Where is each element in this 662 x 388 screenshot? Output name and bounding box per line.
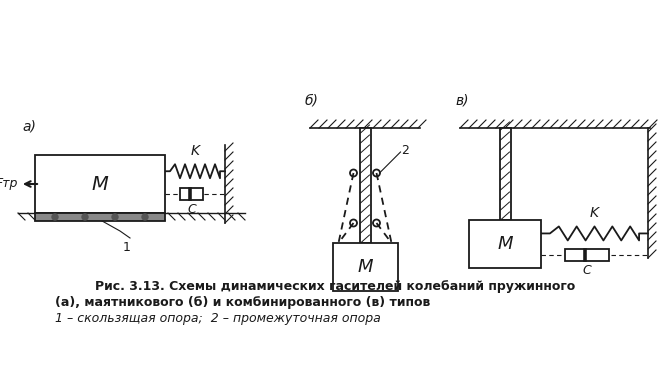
Bar (35, 213, 165, 221)
Bar (180, 189, 203, 201)
Text: M: M (91, 175, 109, 194)
Bar (35, 155, 165, 213)
Text: C: C (187, 203, 196, 217)
Text: Fтр: Fтр (0, 177, 18, 191)
Text: в): в) (455, 94, 469, 108)
Circle shape (112, 214, 118, 220)
Text: M: M (497, 235, 513, 253)
Bar (469, 220, 541, 268)
Text: 1: 1 (123, 241, 131, 254)
Text: б): б) (305, 94, 319, 108)
Bar (332, 243, 397, 291)
Text: (а), маятникового (б) и комбинированного (в) типов: (а), маятникового (б) и комбинированного… (55, 296, 430, 309)
Circle shape (142, 214, 148, 220)
Text: K: K (191, 144, 199, 158)
Text: M: M (357, 258, 373, 276)
Text: K: K (590, 206, 599, 220)
Text: Рис. 3.13. Схемы динамических гасителей колебаний пружинного: Рис. 3.13. Схемы динамических гасителей … (95, 280, 575, 293)
Circle shape (52, 214, 58, 220)
Bar (500, 128, 510, 220)
Text: 1 – скользящая опора;  2 – промежуточная опора: 1 – скользящая опора; 2 – промежуточная … (55, 312, 381, 325)
Bar (359, 128, 371, 243)
Text: 2: 2 (401, 144, 409, 156)
Text: а): а) (22, 120, 36, 134)
Circle shape (82, 214, 88, 220)
Bar (565, 249, 610, 261)
Text: C: C (583, 263, 591, 277)
